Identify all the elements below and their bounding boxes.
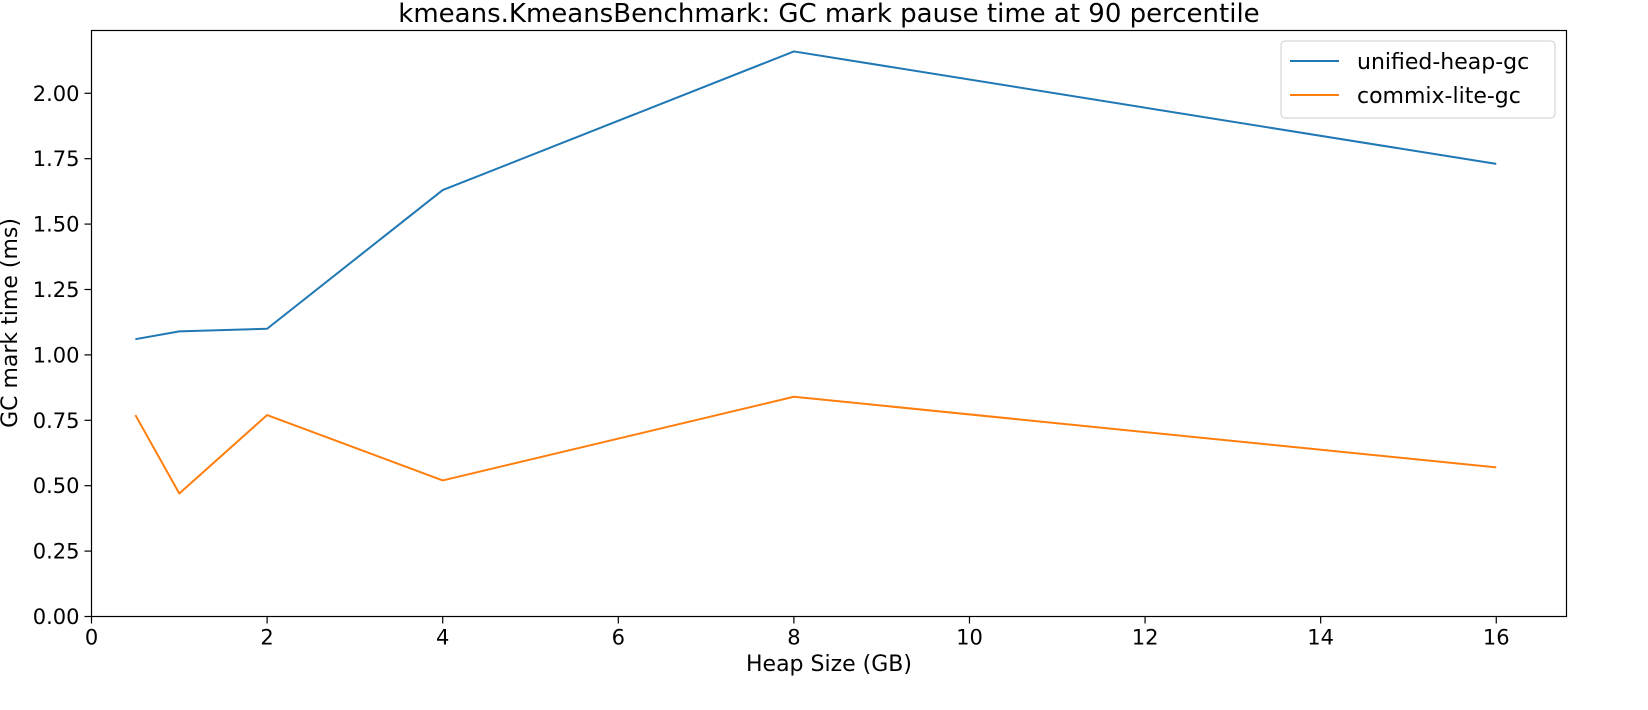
y-tick-label: 0.00 (33, 605, 80, 629)
x-tick-label: 4 (436, 626, 449, 650)
x-tick-label: 0 (85, 626, 98, 650)
plot-area-frame (90, 29, 1568, 618)
y-tick-label: 1.75 (33, 147, 80, 171)
x-tick-label: 8 (787, 626, 800, 650)
y-tick-label: 1.00 (33, 343, 80, 367)
y-axis-ticks: 0.00 0.25 0.50 0.75 1.00 1.25 1.50 1.75 2.00 (33, 82, 92, 629)
chart-title: kmeans.KmeansBenchmark: GC mark pause ti… (398, 0, 1259, 29)
y-tick-label: 1.50 (33, 213, 80, 237)
x-tick-label: 16 (1483, 626, 1510, 650)
y-tick-label: 0.25 (33, 540, 80, 564)
x-tick-label: 6 (612, 626, 625, 650)
series-line-unified-heap-gc (135, 50, 1497, 341)
y-tick-label: 2.00 (33, 82, 80, 106)
y-axis-label: GC mark time (ms) (0, 218, 23, 428)
legend: unified-heap-gc commix-lite-gc (1280, 40, 1556, 119)
x-axis-ticks: 0 2 4 6 8 10 12 14 16 (85, 616, 1510, 650)
y-tick-label: 0.75 (33, 409, 80, 433)
x-tick-label: 10 (956, 626, 983, 650)
series-line-commix-lite-gc (134, 395, 1497, 495)
x-tick-label: 14 (1307, 626, 1334, 650)
legend-frame (1280, 40, 1556, 119)
y-tick-label: 1.25 (33, 278, 80, 302)
y-tick-label: 0.50 (33, 474, 80, 498)
series-lines (134, 50, 1497, 495)
x-tick-label: 2 (260, 626, 273, 650)
x-axis-label: Heap Size (GB) (746, 652, 912, 677)
legend-label-commix-lite-gc: commix-lite-gc (1357, 84, 1521, 109)
legend-label-unified-heap-gc: unified-heap-gc (1357, 50, 1529, 75)
x-tick-label: 12 (1132, 626, 1159, 650)
